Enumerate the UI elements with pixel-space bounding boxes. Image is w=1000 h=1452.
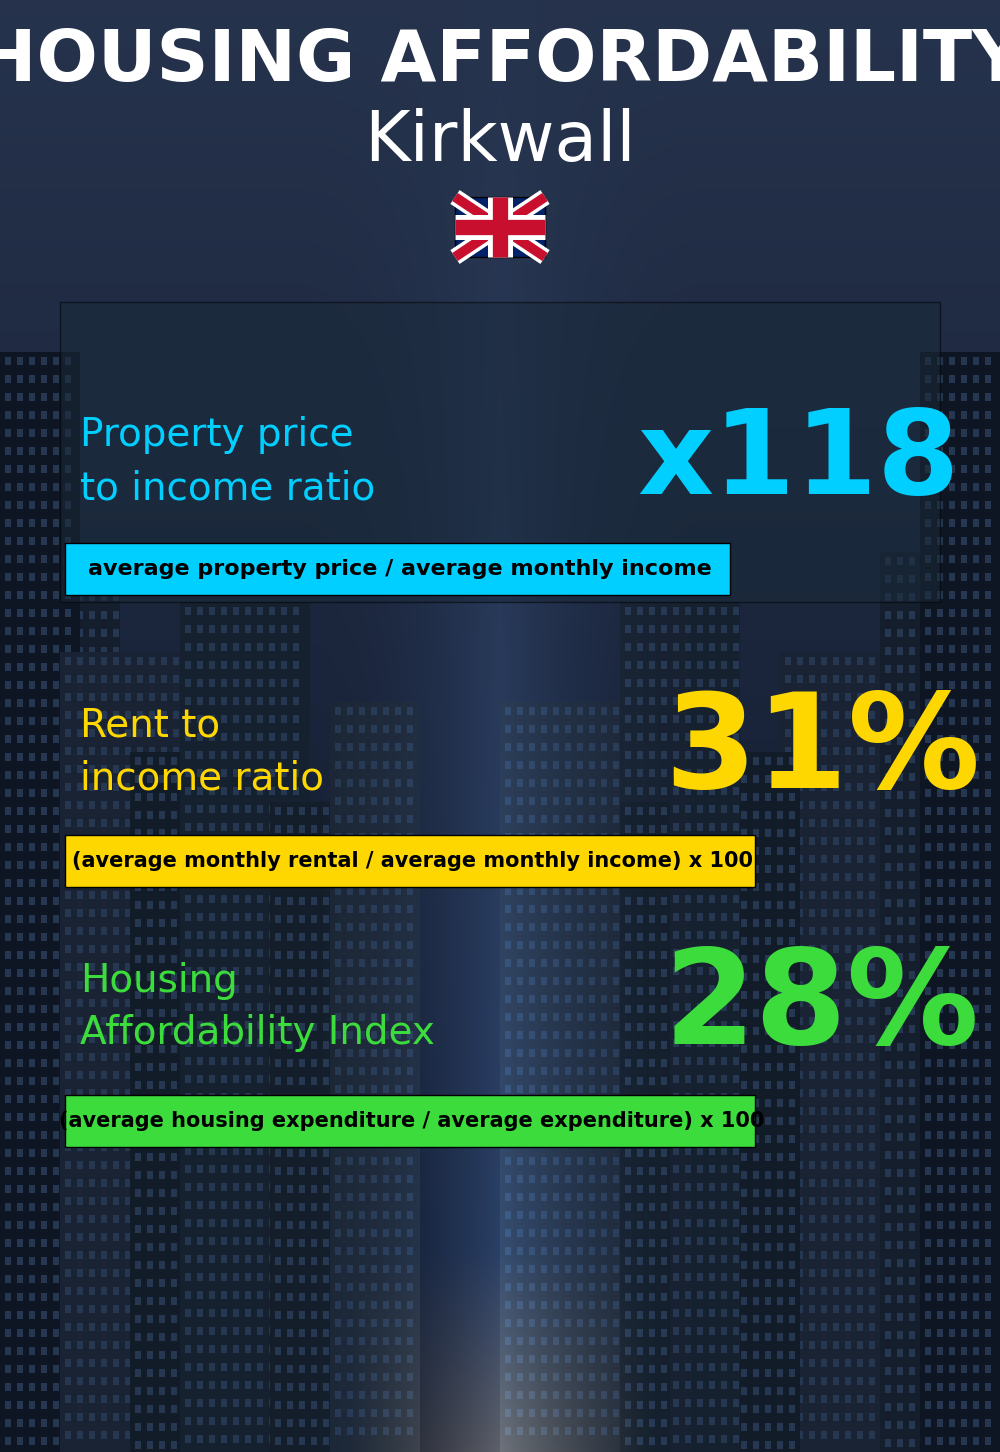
FancyBboxPatch shape <box>65 1095 755 1147</box>
Text: Housing
Affordability Index: Housing Affordability Index <box>80 961 435 1053</box>
Text: Kirkwall: Kirkwall <box>364 109 636 176</box>
FancyBboxPatch shape <box>65 835 755 887</box>
Text: (average housing expenditure / average expenditure) x 100: (average housing expenditure / average e… <box>59 1111 765 1131</box>
FancyBboxPatch shape <box>60 302 940 603</box>
Text: 31%: 31% <box>664 688 980 816</box>
Text: Rent to
income ratio: Rent to income ratio <box>80 707 324 797</box>
Text: 28%: 28% <box>664 944 980 1070</box>
Text: Property price
to income ratio: Property price to income ratio <box>80 417 375 508</box>
FancyBboxPatch shape <box>455 197 545 257</box>
FancyBboxPatch shape <box>65 543 730 595</box>
Text: (average monthly rental / average monthly income) x 100: (average monthly rental / average monthl… <box>72 851 753 871</box>
Text: average property price / average monthly income: average property price / average monthly… <box>88 559 712 579</box>
Text: HOUSING AFFORDABILITY: HOUSING AFFORDABILITY <box>0 28 1000 96</box>
Text: x118: x118 <box>638 405 960 520</box>
